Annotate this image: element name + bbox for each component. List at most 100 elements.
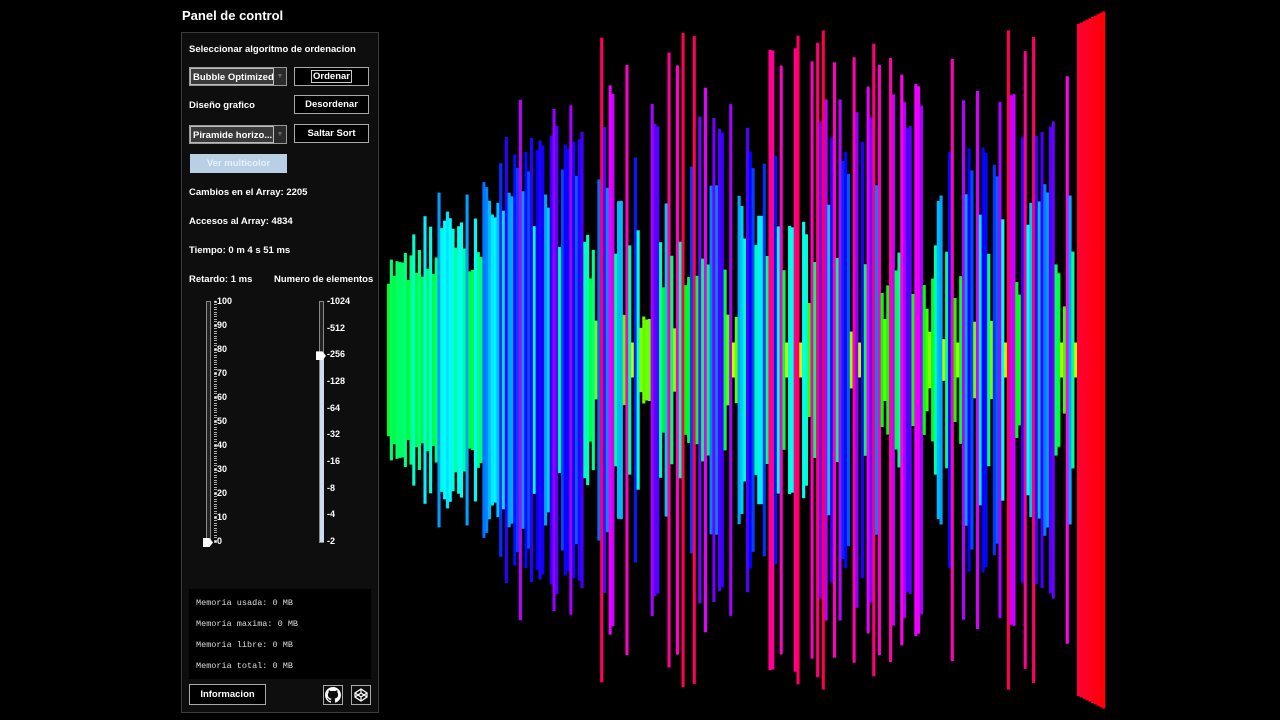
array-bar xyxy=(905,128,909,592)
array-bar xyxy=(709,185,713,535)
slider-minor-tick xyxy=(214,455,217,457)
array-bar xyxy=(412,234,416,486)
design-select[interactable]: Piramide horizo... ▼ xyxy=(189,125,287,144)
array-bar xyxy=(569,105,573,615)
memory-total: Memoria total: 0 MB xyxy=(196,661,293,671)
array-bar xyxy=(1102,11,1106,709)
elements-slider[interactable]: -1024 -512 -256 -128 -64 -32 -16 -8 -4 -2 xyxy=(315,296,375,548)
array-bar xyxy=(600,37,604,683)
slider-minor-tick xyxy=(214,501,217,503)
array-bar xyxy=(471,269,475,451)
slider-minor-tick xyxy=(214,419,217,421)
array-bar xyxy=(911,293,915,427)
array-bar xyxy=(841,161,845,559)
array-bar xyxy=(555,126,559,594)
array-bar xyxy=(1057,273,1061,447)
array-bar xyxy=(560,169,564,551)
array-bar xyxy=(919,105,923,615)
array-bar xyxy=(917,86,921,634)
array-bar xyxy=(1085,19,1089,701)
array-bar xyxy=(740,206,744,514)
array-bar xyxy=(678,241,682,479)
delay-slider-track[interactable] xyxy=(206,301,211,543)
chevron-down-icon: ▼ xyxy=(274,68,286,85)
array-bar xyxy=(990,320,994,400)
chevron-down-icon: ▼ xyxy=(274,126,286,143)
array-bar xyxy=(790,227,794,493)
array-bar xyxy=(717,128,722,592)
array-bar xyxy=(883,318,887,402)
array-bar xyxy=(961,100,966,620)
array-bar xyxy=(925,308,929,412)
delay-slider[interactable]: -100 -90 -80 -70 -60 -50 -40 -30 -20 -10 -0 xyxy=(202,296,262,548)
array-bar xyxy=(1046,192,1050,528)
array-bar xyxy=(558,246,562,474)
array-bar xyxy=(521,191,525,529)
slider-minor-tick xyxy=(214,371,217,373)
slider-tick-label: -1024 xyxy=(327,296,351,306)
slider-minor-tick xyxy=(214,345,217,347)
array-bar xyxy=(591,249,595,471)
array-bar xyxy=(886,285,890,435)
array-bar xyxy=(877,65,881,655)
array-bar xyxy=(981,147,985,573)
algorithm-select[interactable]: Bubble Optimized ▼ xyxy=(189,67,287,86)
shuffle-button[interactable]: Desordenar xyxy=(294,95,369,114)
info-button[interactable]: Informacion xyxy=(189,684,266,705)
slider-minor-tick xyxy=(214,458,217,459)
array-bar xyxy=(967,148,971,572)
skip-sort-button[interactable]: Saltar Sort xyxy=(294,124,369,143)
array-bar xyxy=(746,127,750,593)
array-bar xyxy=(731,342,736,378)
array-bar xyxy=(605,187,609,533)
array-bar xyxy=(507,192,511,528)
array-bar xyxy=(532,226,536,494)
array-bar xyxy=(712,118,716,602)
array-bar xyxy=(1054,264,1058,456)
elements-slider-thumb[interactable] xyxy=(316,351,326,361)
slider-tick-label: -90 xyxy=(214,320,228,330)
memory-max: Memoria maxima: 0 MB xyxy=(196,619,299,629)
slider-minor-tick xyxy=(214,522,217,524)
slider-tick-label: -4 xyxy=(327,509,336,520)
slider-minor-tick xyxy=(214,539,217,541)
array-bar xyxy=(541,145,545,575)
array-bar xyxy=(832,62,837,658)
slider-minor-tick xyxy=(214,503,217,505)
sort-button[interactable]: Ordenar xyxy=(294,67,369,86)
array-bar xyxy=(544,194,548,526)
array-bar xyxy=(782,270,786,450)
array-bar xyxy=(689,166,694,554)
codepen-button[interactable] xyxy=(351,685,371,705)
array-bar xyxy=(409,255,413,465)
array-bar xyxy=(1074,342,1078,378)
array-bar xyxy=(549,135,553,585)
slider-minor-tick xyxy=(214,513,217,515)
slider-minor-tick xyxy=(214,350,217,351)
array-bar xyxy=(1068,195,1072,525)
github-button[interactable] xyxy=(323,685,343,705)
slider-minor-tick xyxy=(214,330,217,332)
array-bar xyxy=(788,225,792,495)
array-bar xyxy=(894,270,898,450)
slider-tick-label: -8 xyxy=(327,482,336,493)
slider-minor-tick xyxy=(214,508,217,510)
slider-minor-tick xyxy=(214,542,217,543)
slider-minor-tick xyxy=(214,405,217,407)
array-bar xyxy=(863,264,867,456)
array-bar xyxy=(451,228,455,492)
slider-minor-tick xyxy=(214,506,217,507)
delay-slider-thumb[interactable] xyxy=(203,538,213,547)
array-bar xyxy=(852,57,856,663)
array-bar xyxy=(1048,126,1053,594)
slider-minor-tick xyxy=(214,412,217,414)
memory-panel: Memoria usada: 0 MB Memoria maxima: 0 MB… xyxy=(189,589,371,679)
multicolor-button[interactable]: Ver multicolor xyxy=(190,154,287,173)
array-bar xyxy=(659,242,663,478)
array-bar xyxy=(922,285,926,435)
slider-minor-tick xyxy=(214,422,217,423)
array-bar xyxy=(639,327,643,393)
slider-minor-tick xyxy=(214,410,217,411)
slider-minor-tick xyxy=(214,407,217,409)
array-bar xyxy=(650,103,654,617)
